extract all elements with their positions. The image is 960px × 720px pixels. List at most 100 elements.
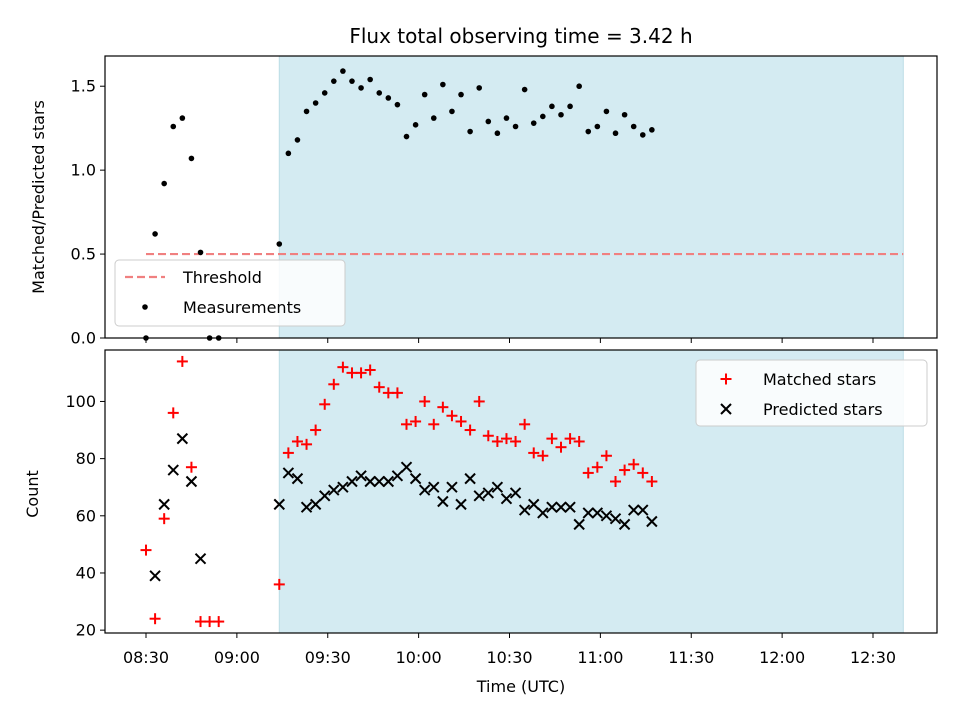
xlabel: Time (UTC): [476, 677, 565, 696]
data-point: [630, 123, 637, 130]
data-point: [491, 481, 504, 493]
data-point: [512, 123, 519, 130]
data-point: [546, 501, 558, 513]
data-point: [428, 418, 440, 430]
data-point: [509, 487, 522, 499]
data-point: [176, 432, 189, 445]
x-tick-label: 10:00: [396, 648, 442, 667]
y-tick-label: 80: [76, 449, 96, 468]
data-point: [540, 113, 546, 120]
data-point: [331, 78, 337, 84]
data-point: [528, 498, 540, 511]
x-marker-b: [646, 515, 658, 528]
data-point: [446, 410, 458, 422]
data-point: [418, 484, 431, 496]
x-marker-b: [309, 498, 322, 511]
data-point: [282, 447, 294, 459]
y-tick-label: 100: [65, 392, 96, 411]
data-point: [437, 495, 449, 508]
legend-measurements-swatch: [142, 304, 148, 310]
x-marker-b: [500, 492, 513, 505]
y-tick-label: 20: [76, 621, 96, 640]
x-marker-b: [418, 484, 431, 496]
legend-box: [695, 359, 928, 427]
data-point: [528, 447, 540, 459]
x-marker-b: [455, 498, 467, 511]
data-point: [600, 450, 612, 462]
bottom-ylabel: Count: [23, 470, 42, 518]
x-tick-label: 09:30: [305, 648, 351, 667]
data-point: [464, 472, 476, 485]
data-point: [646, 475, 658, 487]
data-point: [603, 108, 610, 115]
x-marker-b: [600, 510, 613, 522]
data-point: [609, 512, 622, 525]
data-point: [167, 464, 179, 476]
data-point: [403, 133, 410, 140]
data-point: [639, 132, 646, 138]
x-marker-b: [537, 507, 549, 519]
shaded-interval: [278, 55, 904, 339]
data-point: [158, 513, 170, 525]
data-point: [482, 430, 494, 442]
data-point: [573, 435, 585, 447]
data-point: [437, 401, 449, 413]
x-marker-b: [382, 475, 395, 488]
data-point: [500, 492, 513, 505]
data-point: [440, 81, 446, 88]
data-point: [340, 68, 346, 74]
data-point: [337, 481, 349, 493]
data-point: [385, 95, 392, 101]
data-point: [188, 155, 195, 162]
x-marker-b: [167, 464, 179, 476]
x-marker-b: [291, 472, 304, 485]
x-marker-b: [149, 570, 161, 582]
x-marker-b: [609, 512, 622, 525]
x-tick-label: 08:30: [123, 648, 169, 667]
x-tick-label: 11:00: [577, 648, 623, 667]
x-marker-b: [355, 470, 367, 482]
y-tick-label: 1.0: [71, 161, 96, 180]
bottom-panel: 20 40 60 80 100 08:30 09:00 09:30 10:00 10:30 11:0…: [65, 349, 938, 667]
data-point: [491, 435, 503, 447]
data-point: [273, 498, 285, 511]
legend-predicted-label: Predicted stars: [763, 400, 883, 419]
x-marker-b: [473, 490, 485, 502]
x-marker-b: [546, 501, 558, 513]
x-marker-b: [618, 518, 631, 531]
legend-matched-label: Matched stars: [763, 370, 876, 389]
data-point: [152, 231, 158, 237]
data-point: [576, 83, 582, 90]
x-marker-b: [282, 467, 295, 479]
data-point: [619, 464, 631, 476]
data-point: [358, 85, 364, 91]
x-marker-b: [627, 504, 640, 516]
data-point: [149, 570, 161, 582]
data-point: [549, 103, 555, 110]
data-point: [573, 518, 585, 531]
axes-frame: [104, 55, 938, 339]
data-point: [621, 111, 628, 118]
x-marker-b: [464, 472, 476, 485]
y-tick-label: 60: [76, 506, 96, 525]
data-point: [294, 137, 301, 143]
data-point: [376, 90, 383, 96]
data-point: [467, 128, 473, 135]
data-point: [618, 518, 631, 531]
data-point: [455, 498, 467, 511]
data-point: [464, 424, 476, 436]
x-tick-label: 11:30: [668, 648, 714, 667]
data-point: [140, 544, 152, 556]
data-point: [649, 127, 655, 133]
data-point: [628, 458, 640, 470]
x-marker-b: [185, 475, 198, 488]
data-point: [430, 115, 437, 121]
legend-predicted-swatch-b: [720, 403, 732, 415]
data-point: [564, 433, 576, 445]
data-point: [312, 100, 319, 106]
data-point: [610, 475, 622, 487]
data-point: [346, 475, 358, 488]
data-point: [285, 150, 292, 157]
data-point: [582, 507, 594, 519]
y-tick-label: 40: [76, 563, 96, 582]
